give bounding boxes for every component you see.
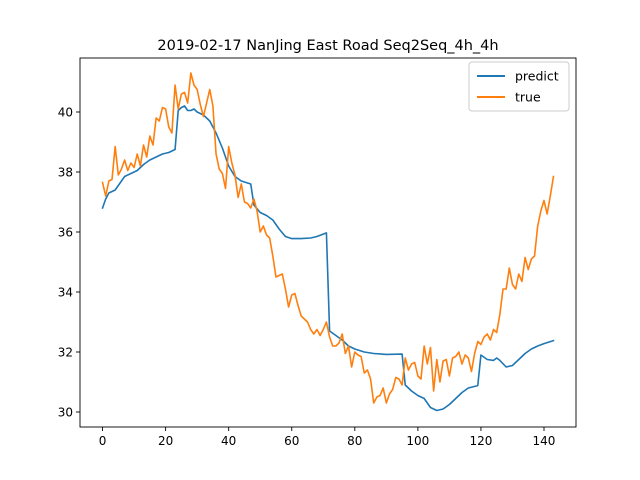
chart-title: 2019-02-17 NanJing East Road Seq2Seq_4h_… bbox=[157, 38, 498, 54]
series-line-predict bbox=[101, 105, 555, 412]
x-tick-label: 40 bbox=[221, 434, 236, 448]
plot-frame bbox=[79, 57, 577, 428]
series-layer bbox=[101, 72, 555, 412]
series-line-true bbox=[101, 72, 555, 404]
y-tick-label: 34 bbox=[58, 286, 73, 300]
y-tick-label: 38 bbox=[58, 166, 73, 180]
x-tick-label: 60 bbox=[284, 434, 299, 448]
y-tick-label: 32 bbox=[58, 346, 73, 360]
legend: predict true bbox=[468, 61, 570, 112]
y-tick-label: 36 bbox=[58, 226, 73, 240]
y-tick-label: 30 bbox=[58, 406, 73, 420]
x-tick-label: 120 bbox=[469, 434, 492, 448]
x-tick-label: 140 bbox=[533, 434, 556, 448]
x-tick-label: 100 bbox=[406, 434, 429, 448]
x-tick-label: 20 bbox=[158, 434, 173, 448]
plot-area bbox=[79, 57, 577, 428]
legend-box bbox=[468, 61, 570, 112]
x-tick-label: 0 bbox=[99, 434, 107, 448]
legend-label-true: true bbox=[515, 90, 541, 105]
y-tick-label: 40 bbox=[58, 106, 73, 120]
legend-label-predict: predict bbox=[515, 69, 559, 84]
y-axis: 30 32 34 36 38 40 bbox=[58, 106, 80, 420]
x-axis: 0 20 40 60 80 100 120 140 bbox=[99, 427, 556, 448]
x-tick-label: 80 bbox=[347, 434, 362, 448]
